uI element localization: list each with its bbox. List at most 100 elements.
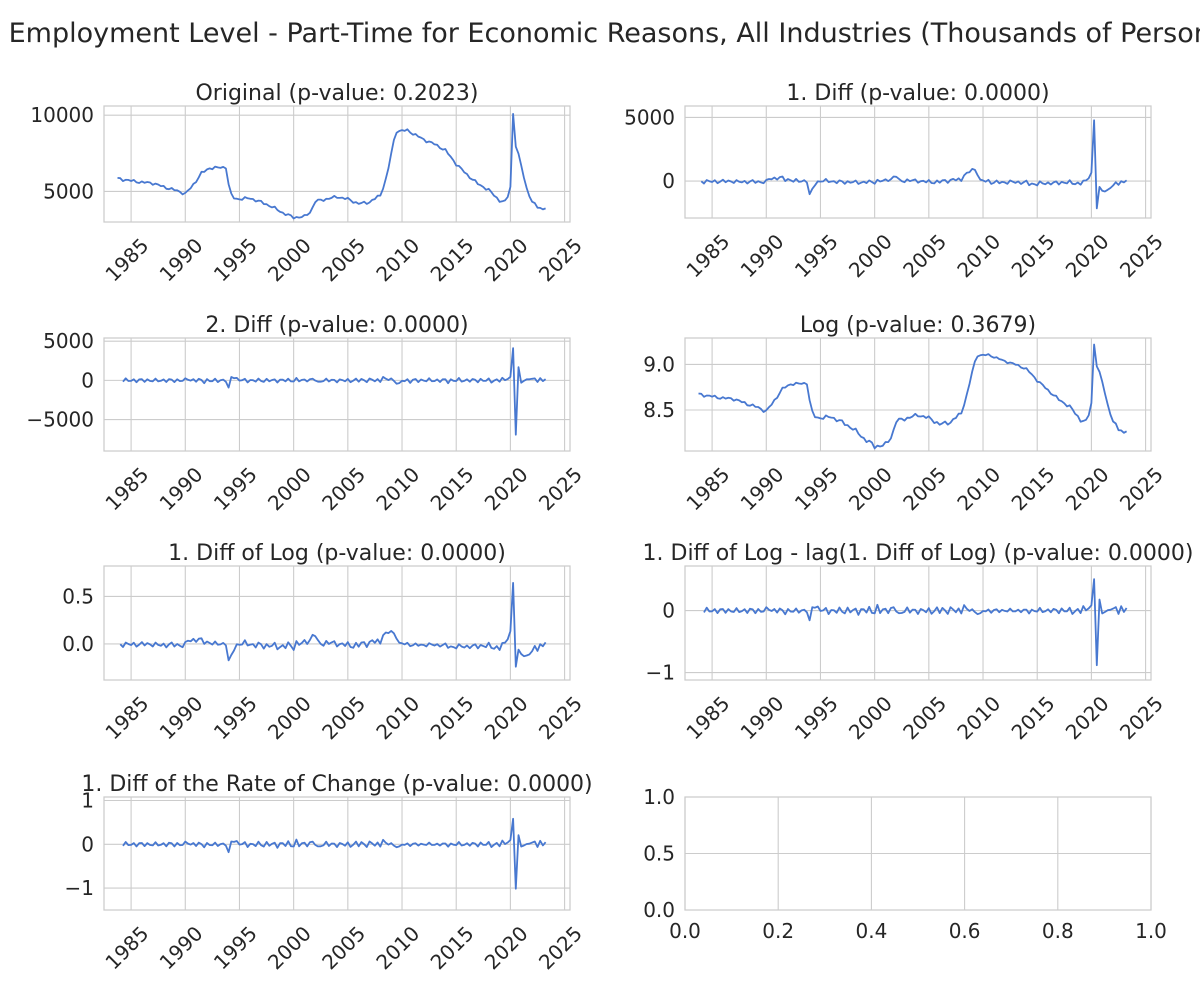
x-tick-label: 2025 bbox=[1115, 462, 1168, 515]
subplot-7: 1985 1990 1995 2000 2005 2010 2015 2020 2025 −1 0 1… bbox=[65, 772, 593, 974]
x-tick-label: 2005 bbox=[317, 462, 370, 515]
x-tick-label: 2020 bbox=[480, 921, 533, 974]
series-line bbox=[122, 347, 547, 436]
x-tick-label: 1990 bbox=[736, 462, 789, 515]
y-tick-label: 0 bbox=[662, 169, 675, 193]
series-line bbox=[698, 343, 1128, 450]
x-tick-label: 2010 bbox=[371, 921, 424, 974]
x-tick-label: 2010 bbox=[952, 229, 1005, 282]
x-tick-label: 0.4 bbox=[855, 919, 887, 943]
plot-area bbox=[103, 565, 571, 681]
y-tick-label: 0 bbox=[662, 599, 675, 623]
x-tick-label: 0.0 bbox=[669, 919, 701, 943]
y-tick-label: 0.0 bbox=[643, 898, 675, 922]
x-tick-label: 2020 bbox=[480, 691, 533, 744]
x-tick-label: 2005 bbox=[317, 921, 370, 974]
x-tick-label: 2000 bbox=[844, 229, 897, 282]
x-tick-label: 2010 bbox=[371, 233, 424, 286]
x-tick-label: 1995 bbox=[209, 691, 262, 744]
plot-area bbox=[103, 105, 571, 223]
x-tick-label: 2020 bbox=[1061, 462, 1114, 515]
x-tick-label: 2020 bbox=[480, 233, 533, 286]
x-tick-label: 2020 bbox=[480, 462, 533, 515]
x-tick-label: 2000 bbox=[263, 921, 316, 974]
x-tick-label: 2000 bbox=[263, 691, 316, 744]
x-tick-label: 2010 bbox=[371, 691, 424, 744]
series-line bbox=[122, 817, 547, 890]
subplot-2: 1985 1990 1995 2000 2005 2010 2015 2020 2025 0 500… bbox=[624, 81, 1168, 282]
x-tick-label: 2005 bbox=[317, 691, 370, 744]
x-tick-label: 2015 bbox=[426, 462, 479, 515]
y-tick-label: −1 bbox=[65, 876, 94, 900]
y-tick-label: 1 bbox=[81, 789, 94, 813]
y-tick-label: 9.0 bbox=[643, 352, 675, 376]
y-tick-label: 10000 bbox=[30, 103, 94, 127]
x-tick-label: 2005 bbox=[898, 462, 951, 515]
subplot-title: 2. Diff (p-value: 0.0000) bbox=[205, 313, 468, 338]
x-tick-label: 1995 bbox=[209, 921, 262, 974]
x-tick-label: 2010 bbox=[371, 462, 424, 515]
x-tick-label: 1985 bbox=[681, 691, 734, 744]
subplot-title: Log (p-value: 0.3679) bbox=[800, 313, 1036, 338]
plot-area bbox=[684, 337, 1152, 452]
series-line bbox=[700, 119, 1128, 210]
x-tick-label: 1990 bbox=[155, 921, 208, 974]
x-tick-label: 2015 bbox=[1007, 691, 1060, 744]
x-tick-label: 1985 bbox=[681, 229, 734, 282]
subplot-4: 1985 1990 1995 2000 2005 2010 2015 2020 2025 8.5 9… bbox=[643, 313, 1168, 515]
figure-title: 5 - Employment Level - Part-Time for Eco… bbox=[0, 18, 1200, 49]
subplot-1: 1985 1990 1995 2000 2005 2010 2015 2020 2025 5000… bbox=[30, 81, 586, 286]
x-tick-label: 1985 bbox=[100, 462, 153, 515]
x-tick-label: 1990 bbox=[736, 229, 789, 282]
y-tick-label: 0 bbox=[81, 368, 94, 392]
y-tick-label: 0 bbox=[81, 832, 94, 856]
x-tick-label: 2025 bbox=[534, 921, 587, 974]
subplot-5: 1985 1990 1995 2000 2005 2010 2015 2020 2025 0.0 0… bbox=[62, 541, 587, 744]
x-tick-label: 2000 bbox=[844, 691, 897, 744]
y-tick-label: 5000 bbox=[624, 105, 675, 129]
x-tick-label: 1.0 bbox=[1135, 919, 1167, 943]
x-tick-label: 1990 bbox=[736, 691, 789, 744]
x-tick-label: 0.8 bbox=[1042, 919, 1074, 943]
x-tick-label: 2005 bbox=[898, 229, 951, 282]
y-tick-label: 8.5 bbox=[643, 398, 675, 422]
x-tick-label: 2010 bbox=[952, 462, 1005, 515]
x-tick-label: 2005 bbox=[317, 233, 370, 286]
x-tick-label: 1995 bbox=[790, 691, 843, 744]
plot-area bbox=[103, 796, 571, 911]
x-tick-label: 1990 bbox=[155, 462, 208, 515]
x-tick-label: 1990 bbox=[155, 233, 208, 286]
x-tick-label: 2015 bbox=[426, 691, 479, 744]
series-line bbox=[703, 578, 1128, 667]
x-tick-label: 2025 bbox=[534, 691, 587, 744]
subplot-title: 1. Diff of Log (p-value: 0.0000) bbox=[168, 541, 506, 566]
x-tick-label: 2005 bbox=[898, 691, 951, 744]
x-tick-label: 1995 bbox=[790, 229, 843, 282]
x-tick-label: 2010 bbox=[952, 691, 1005, 744]
series-line bbox=[119, 582, 547, 668]
y-tick-label: −5000 bbox=[26, 408, 94, 432]
x-tick-label: 1985 bbox=[100, 233, 153, 286]
y-tick-label: 5000 bbox=[43, 329, 94, 353]
x-tick-label: 0.6 bbox=[949, 919, 981, 943]
x-tick-label: 2000 bbox=[844, 462, 897, 515]
subplot-3: 1985 1990 1995 2000 2005 2010 2015 2020 2025 −500… bbox=[26, 313, 587, 515]
y-tick-label: 0.5 bbox=[62, 584, 94, 608]
subplot-title: 1. Diff (p-value: 0.0000) bbox=[786, 81, 1049, 106]
subplot-6: 1985 1990 1995 2000 2005 2010 2015 2020 2025 −1 0 1… bbox=[643, 541, 1194, 744]
y-tick-label: 0.5 bbox=[643, 842, 675, 866]
x-tick-label: 2025 bbox=[1115, 229, 1168, 282]
x-tick-label: 2000 bbox=[263, 233, 316, 286]
plot-area bbox=[684, 105, 1152, 219]
x-tick-label: 1990 bbox=[155, 691, 208, 744]
y-tick-label: −1 bbox=[646, 661, 675, 685]
y-tick-label: 5000 bbox=[43, 179, 94, 203]
subplot-title: 1. Diff of the Rate of Change (p-value: … bbox=[81, 772, 592, 797]
subplot-8: 0.0 0.2 0.4 0.6 0.8 1.0 0.0 0.5 1.0 bbox=[643, 785, 1167, 943]
subplot-grid: 1985 1990 1995 2000 2005 2010 2015 2020 20255000… bbox=[26, 81, 1193, 974]
x-tick-label: 2015 bbox=[426, 233, 479, 286]
x-tick-label: 1985 bbox=[100, 691, 153, 744]
subplot-title: Original (p-value: 0.2023) bbox=[195, 81, 478, 106]
plot-area bbox=[684, 565, 1152, 681]
